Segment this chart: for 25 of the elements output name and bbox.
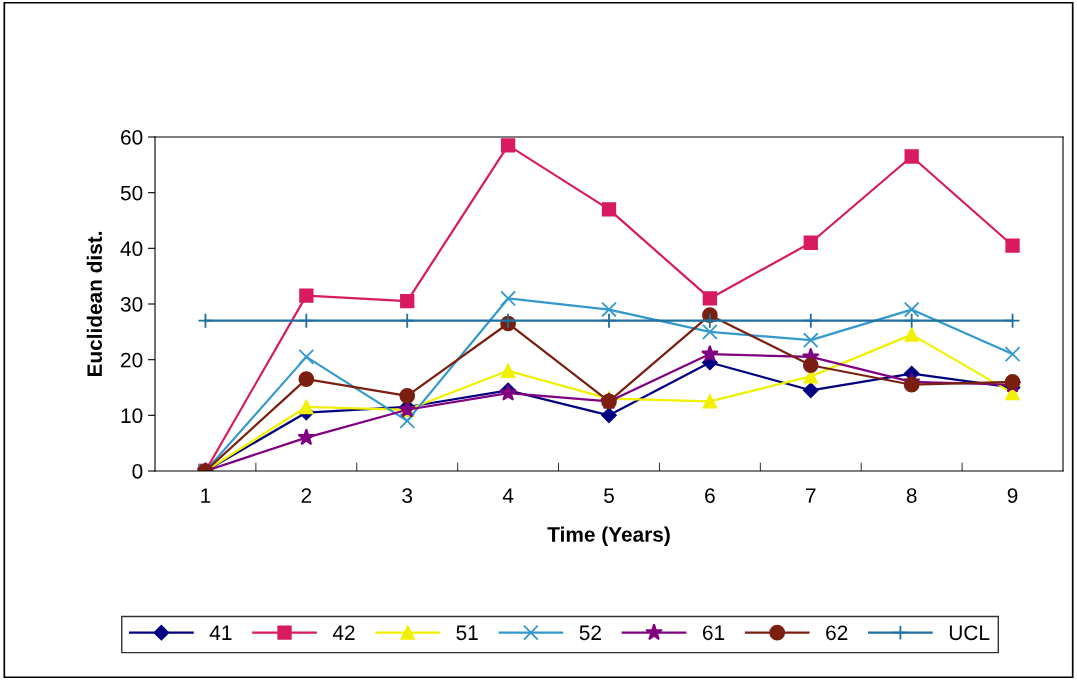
x-tick-label: 9 — [1007, 488, 1018, 503]
y-tick-label: 10 — [121, 408, 143, 424]
x-tick-label: 7 — [806, 488, 816, 503]
legend-label: 62 — [826, 625, 848, 641]
x-tick-label: 5 — [604, 488, 614, 503]
y-tick-label: 30 — [120, 297, 143, 312]
y-tick-label: 60 — [121, 130, 143, 145]
x-tick-label: 8 — [906, 488, 917, 503]
legend-label: 51 — [456, 625, 478, 641]
legend-label: 52 — [579, 625, 601, 641]
y-tick-label: 50 — [120, 185, 143, 201]
legend-label: 61 — [703, 625, 725, 641]
x-axis-title: Time (Years) — [547, 526, 670, 546]
y-tick-label: 40 — [120, 241, 143, 257]
y-tick-label: 0 — [132, 464, 143, 479]
x-tick-label: 6 — [705, 488, 715, 503]
legend-label: 41 — [209, 625, 232, 640]
x-tick-label: 1 — [201, 488, 211, 503]
x-tick-label: 4 — [502, 488, 514, 503]
y-tick-label: 20 — [121, 352, 143, 368]
legend-label: UCL — [949, 625, 990, 641]
legend-label: 42 — [332, 625, 355, 640]
y-axis-title: Euclidean dist. — [86, 231, 103, 377]
x-tick-label: 2 — [301, 488, 312, 503]
x-tick-label: 3 — [402, 488, 413, 503]
